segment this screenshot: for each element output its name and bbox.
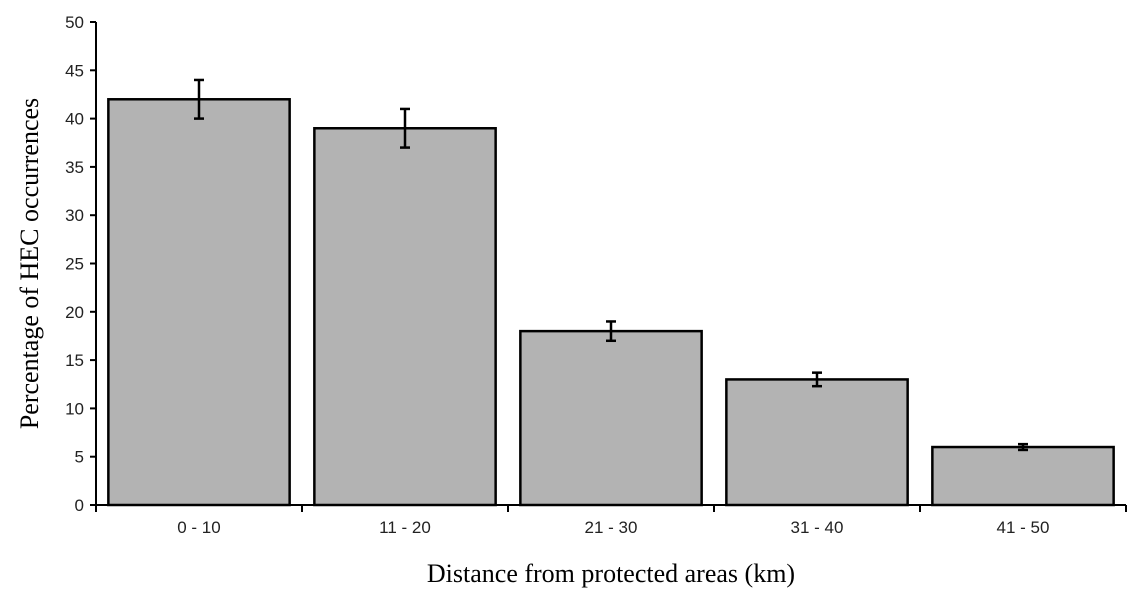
y-tick-label: 30 (65, 206, 84, 225)
y-tick-label: 45 (65, 61, 84, 80)
error-bars (194, 78, 1028, 452)
error-bar (194, 78, 204, 120)
bars (107, 98, 1115, 507)
x-tick-label: 21 - 30 (585, 518, 638, 537)
x-tick-label: 31 - 40 (791, 518, 844, 537)
y-tick-label: 10 (65, 399, 84, 418)
y-axis-ticks: 0 5 10 15 20 25 30 35 40 45 50 (65, 13, 96, 515)
x-tick-label: 41 - 50 (997, 518, 1050, 537)
y-tick-label: 0 (75, 496, 84, 515)
y-tick-label: 40 (65, 110, 84, 129)
bar (107, 98, 291, 507)
bar (519, 329, 703, 507)
error-bar (606, 320, 616, 343)
x-axis-title: Distance from protected areas (km) (427, 559, 795, 588)
error-bar (1018, 442, 1028, 452)
x-axis-ticks: 0 - 10 11 - 20 21 - 30 31 - 40 41 - 50 (95, 505, 1127, 537)
y-tick-label: 25 (65, 255, 84, 274)
y-tick-label: 50 (65, 13, 84, 32)
bar (931, 445, 1115, 507)
y-tick-label: 5 (75, 448, 84, 467)
bar (725, 378, 909, 507)
y-axis-title: Percentage of HEC occurrences (15, 98, 44, 429)
x-tick-label: 11 - 20 (379, 518, 431, 537)
bar (313, 127, 497, 507)
error-bar (812, 371, 822, 388)
error-bar (400, 107, 410, 149)
y-tick-label: 35 (65, 158, 84, 177)
y-tick-label: 15 (65, 351, 84, 370)
x-tick-label: 0 - 10 (177, 518, 220, 537)
y-tick-label: 20 (65, 303, 84, 322)
